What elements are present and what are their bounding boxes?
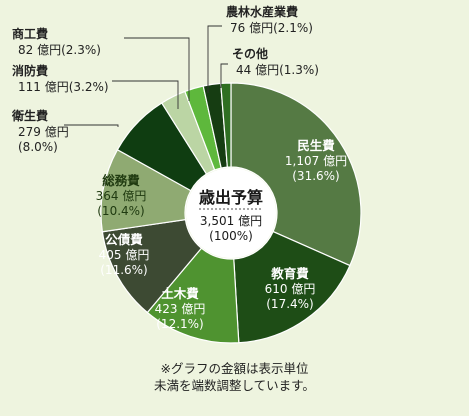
slice-2: [233, 230, 351, 344]
slice-label: 民生費: [297, 138, 335, 153]
slice-pct-label: (17.4%): [266, 297, 313, 311]
slice-pct-label: (10.4%): [97, 204, 144, 218]
leader-line: [220, 63, 228, 88]
leader-line: [112, 80, 179, 109]
leader-line: [64, 124, 119, 127]
footnote-line-2: 未満を端数調整しています。: [154, 378, 315, 393]
slice-value-label: 423 億円: [155, 302, 206, 316]
leader-line: [124, 37, 190, 101]
slice-label: 土木費: [161, 286, 199, 301]
donut-center: [186, 168, 276, 258]
slice-value-label: 364 億円: [96, 189, 147, 203]
footnote-line-1: ※グラフの金額は表示単位: [160, 361, 309, 376]
slice-value-pct-label: 111 億円(3.2%): [18, 80, 109, 94]
leader-line: [207, 25, 222, 93]
slice-label: 教育費: [270, 266, 309, 281]
slice-value-pct-label: 76 億円(2.1%): [230, 21, 313, 35]
slice-value-label: 610 億円: [265, 282, 316, 296]
slice-label: 衛生費: [11, 108, 48, 123]
slice-pct-label: (12.1%): [156, 317, 203, 331]
slice-10: [220, 82, 232, 168]
slice-pct-label: (11.6%): [100, 263, 147, 277]
slice-label: 商工費: [12, 26, 48, 41]
slice-value-label: 1,107 億円: [285, 154, 347, 168]
center-title: 歳出予算: [199, 188, 263, 207]
slice-label: 総務費: [102, 173, 140, 188]
slice-pct-label: (8.0%): [18, 140, 58, 154]
slice-value-pct-label: 44 億円(1.3%): [236, 63, 319, 77]
slice-value-label: 279 億円: [18, 125, 69, 139]
slice-label: その他: [232, 46, 268, 61]
slice-label: 公債費: [105, 232, 143, 247]
slice-label: 消防費: [12, 63, 48, 78]
slice-value-label: 405 億円: [99, 248, 150, 262]
center-pct: (100%): [209, 229, 253, 243]
slice-label: 農林水産業費: [226, 4, 298, 19]
slice-value-pct-label: 82 億円(2.3%): [18, 43, 101, 57]
center-value: 3,501 億円: [200, 214, 262, 228]
slice-pct-label: (31.6%): [292, 169, 339, 183]
slice-1: [230, 82, 362, 267]
